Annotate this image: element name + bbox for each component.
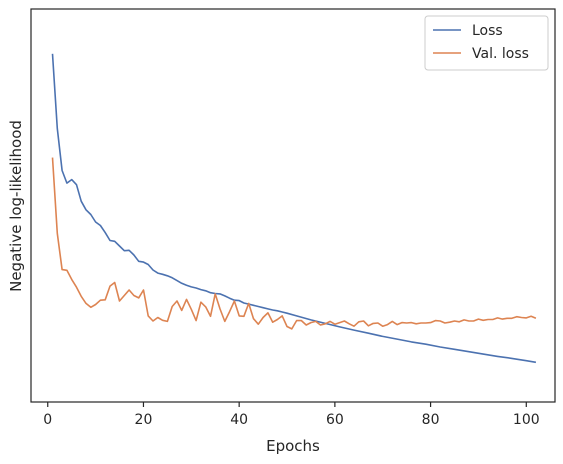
legend: Loss Val. loss [424, 15, 549, 71]
x-tick-label: 80 [422, 412, 440, 428]
x-axis-ticks: 0 20 40 60 80 100 [43, 402, 540, 428]
plot-frame [30, 8, 556, 403]
y-axis-label: Negative log-likelihood [7, 120, 25, 292]
x-tick-label: 100 [513, 412, 540, 428]
plot-background [31, 9, 555, 402]
series-line-val-loss [51, 157, 537, 330]
x-tick-label: 0 [43, 412, 52, 428]
series-line-loss [51, 53, 537, 364]
x-tick-label: 20 [135, 412, 153, 428]
x-tick-label: 60 [326, 412, 344, 428]
legend-label-loss: Loss [472, 23, 503, 39]
x-tick-label: 40 [230, 412, 248, 428]
x-axis-label: Epochs [266, 437, 320, 455]
legend-label-val-loss: Val. loss [472, 46, 529, 62]
series-layer [51, 53, 537, 364]
